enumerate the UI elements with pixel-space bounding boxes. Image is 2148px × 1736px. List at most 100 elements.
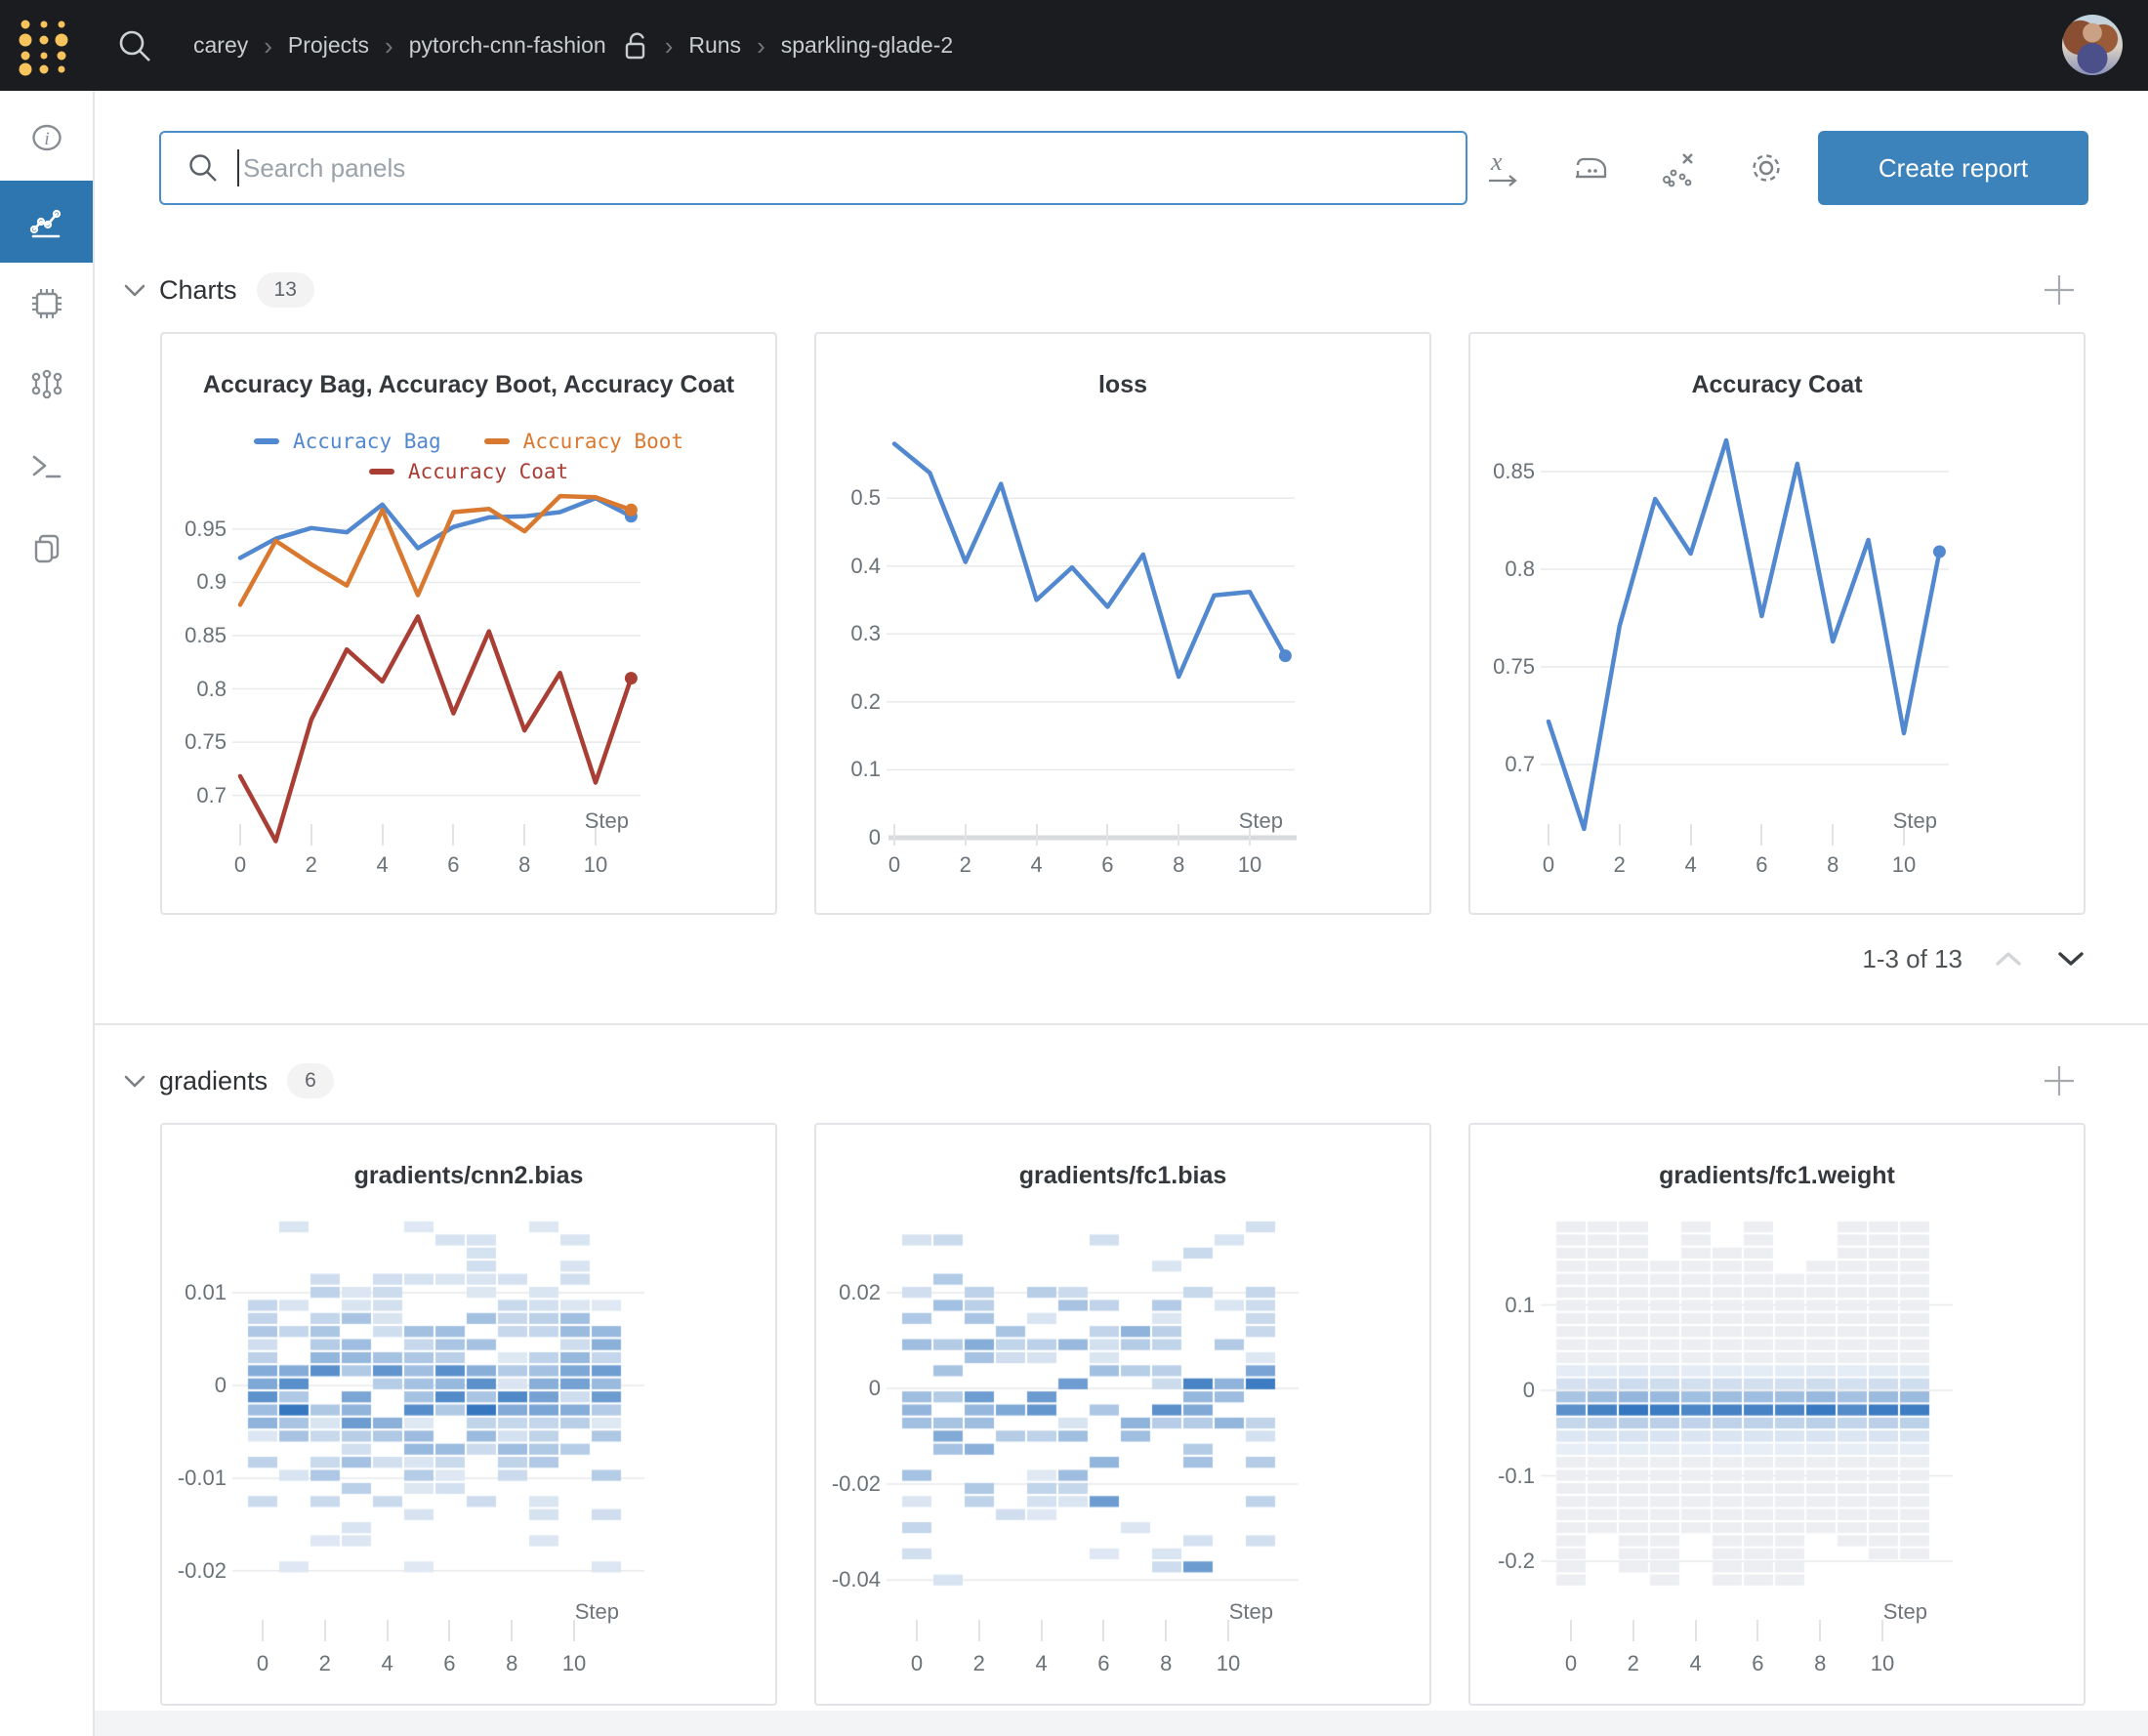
page-background-strip xyxy=(95,1711,2148,1736)
x-axis-title: Step xyxy=(1892,808,1937,833)
x-tick-label: 4 xyxy=(376,852,389,877)
info-icon: i xyxy=(31,124,62,151)
x-tick-label: 0 xyxy=(910,1651,924,1675)
x-tick-label: 2 xyxy=(1613,852,1626,877)
sidebar-item-charts[interactable] xyxy=(0,181,93,263)
x-tick-label: 2 xyxy=(305,852,317,877)
add-panel-icon[interactable] xyxy=(2041,271,2078,309)
svg-text:i: i xyxy=(44,129,49,149)
legend-item[interactable]: Accuracy Coat xyxy=(368,460,569,483)
breadcrumb-item-pytorch-cnn-fashion[interactable]: pytorch-cnn-fashion xyxy=(408,32,606,58)
y-tick-label: 0.7 xyxy=(196,782,227,807)
breadcrumb-item-carey[interactable]: carey xyxy=(193,32,249,58)
legend-item[interactable]: Accuracy Boot xyxy=(483,430,683,453)
panel-gradients-fc1-weight[interactable]: gradients/fc1.weight0.10-0.1-0.20246810S… xyxy=(1468,1123,2087,1708)
search-icon xyxy=(189,154,217,182)
x-tick-label: 10 xyxy=(583,852,608,877)
sidebar-item-logs[interactable] xyxy=(0,427,93,509)
create-report-button[interactable]: Create report xyxy=(1818,131,2088,205)
x-tick-mark xyxy=(1756,1620,1759,1641)
breadcrumb: carey › Projects › pytorch-cnn-fashion › Runs ›… xyxy=(193,31,953,61)
x-tick-mark xyxy=(1177,824,1180,846)
y-tick-label: 0.02 xyxy=(839,1280,881,1305)
x-tick-mark xyxy=(1881,1620,1883,1641)
add-panel-icon[interactable] xyxy=(2041,1062,2078,1099)
line-chart-plot xyxy=(232,493,640,844)
global-search-icon[interactable] xyxy=(115,26,154,65)
wandb-logo-icon[interactable] xyxy=(18,16,72,76)
gradient-heatmap-plot xyxy=(1470,1125,2087,1708)
x-tick-mark xyxy=(310,824,312,846)
line-chart-plot xyxy=(887,441,1297,841)
breadcrumb-separator-icon: › xyxy=(664,30,674,61)
y-tick-label: -0.02 xyxy=(831,1471,881,1497)
y-tick-label: 0.4 xyxy=(850,553,881,578)
x-tick-label: 8 xyxy=(1160,1651,1173,1675)
x-tick-label: 0 xyxy=(256,1651,269,1675)
x-tick-label: 2 xyxy=(1627,1651,1639,1675)
chevron-down-icon[interactable] xyxy=(120,1066,149,1095)
panel-accuracy-bag-accuracy-boot-accuracy-coat[interactable]: Accuracy Bag, Accuracy Boot, Accuracy Co… xyxy=(160,332,777,915)
gradient-heatmap-plot xyxy=(816,1125,1433,1708)
smoothing-iron-icon[interactable] xyxy=(1569,146,1612,189)
x-tick-label: 8 xyxy=(1173,852,1185,877)
x-tick-label: 8 xyxy=(518,852,531,877)
page-up-icon[interactable] xyxy=(1992,947,2025,971)
search-panels-box[interactable]: Search panels xyxy=(159,131,1467,205)
legend-swatch xyxy=(483,438,510,444)
x-tick-label: 10 xyxy=(561,1651,587,1675)
page-down-icon[interactable] xyxy=(2054,947,2087,971)
sidebar-item-files[interactable] xyxy=(0,509,93,591)
breadcrumb-item-Runs[interactable]: Runs xyxy=(688,32,742,58)
user-avatar[interactable] xyxy=(2062,15,2123,75)
panel-gradients-fc1-bias[interactable]: gradients/fc1.bias0.020-0.02-0.040246810… xyxy=(814,1123,1433,1708)
y-tick-label: 0.8 xyxy=(196,676,227,701)
x-tick-mark xyxy=(1035,824,1038,846)
panel-gradients-cnn2-bias[interactable]: gradients/cnn2.bias0.010-0.01-0.02024681… xyxy=(160,1123,779,1708)
y-tick-label: -0.02 xyxy=(177,1557,227,1583)
main-content: Search panels x Create report 1-3 of 13 … xyxy=(95,91,2148,1736)
terminal-icon xyxy=(32,455,61,478)
chevron-down-icon[interactable] xyxy=(120,275,149,305)
legend-item[interactable]: Accuracy Bag xyxy=(253,430,441,453)
x-tick-label: 6 xyxy=(1756,852,1768,877)
sidebar-item-overview[interactable]: i xyxy=(0,99,93,181)
panel-accuracy-coat[interactable]: Accuracy Coat 0.85 0.8 0.75 0.7 0 2 4 6 8 10 Step xyxy=(1468,332,2086,915)
x-tick-label: 4 xyxy=(1684,852,1697,877)
x-tick-mark xyxy=(1819,1620,1822,1641)
line-chart-plot xyxy=(1541,437,1949,832)
sidebar-item-model[interactable] xyxy=(0,345,93,427)
search-input[interactable]: Search panels xyxy=(243,152,406,183)
outliers-icon[interactable] xyxy=(1657,146,1700,189)
legend-row: Accuracy Bag Accuracy Boot xyxy=(253,430,683,453)
panel-loss[interactable]: loss 0.5 0.4 0.3 0.2 0.1 0 0 2 4 6 8 10 Step xyxy=(814,332,1431,915)
x-tick-mark xyxy=(1106,824,1109,846)
x-axis-title: Step xyxy=(1238,808,1283,833)
y-tick-label: 0.75 xyxy=(185,729,227,755)
y-tick-label: 0.75 xyxy=(1493,654,1535,679)
breadcrumb-item-Projects[interactable]: Projects xyxy=(287,32,370,58)
x-tick-mark xyxy=(1832,824,1835,846)
breadcrumb-separator-icon: › xyxy=(264,30,272,61)
sidebar-item-system[interactable] xyxy=(0,263,93,345)
unlocked-icon xyxy=(625,31,644,59)
y-tick-label: 0 xyxy=(1522,1378,1535,1403)
x-tick-mark xyxy=(595,824,597,846)
x-axis-icon[interactable]: x xyxy=(1481,146,1524,189)
x-tick-label: 8 xyxy=(1814,1651,1827,1675)
y-tick-label: 0.1 xyxy=(850,757,881,782)
charts-pagination: 1-3 of 13 xyxy=(1862,936,2087,981)
legend-label: Accuracy Coat xyxy=(407,460,569,483)
section-header-charts: Charts 13 xyxy=(95,265,2148,315)
files-icon xyxy=(34,534,59,563)
settings-gear-icon[interactable] xyxy=(1745,146,1788,189)
y-tick-label: 0 xyxy=(214,1372,227,1397)
legend-swatch xyxy=(368,469,394,475)
x-tick-label: 10 xyxy=(1237,852,1262,877)
x-tick-label: 0 xyxy=(888,852,901,877)
x-tick-label: 4 xyxy=(1035,1651,1048,1675)
breadcrumb-item-sparkling-glade-2[interactable]: sparkling-glade-2 xyxy=(780,32,954,58)
x-tick-mark xyxy=(511,1620,514,1641)
breadcrumb-separator-icon: › xyxy=(757,30,765,61)
